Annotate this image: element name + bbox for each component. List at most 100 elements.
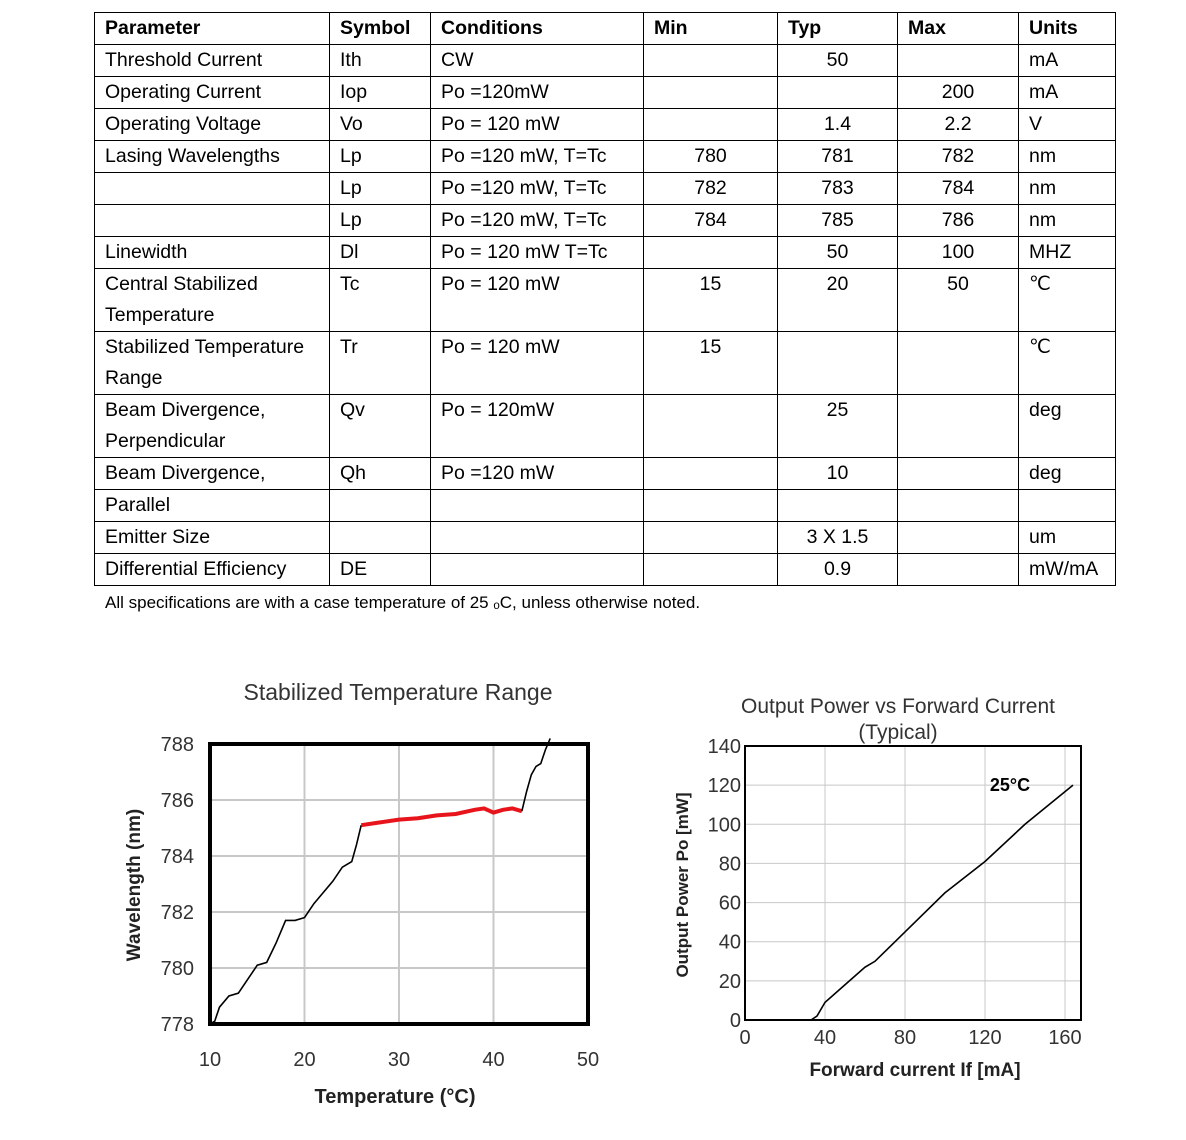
table-cell: Beam Divergence, Perpendicular bbox=[94, 394, 330, 458]
y-axis-label: Output Power Po [mW] bbox=[673, 792, 692, 977]
y-tick-label: 780 bbox=[161, 958, 194, 980]
table-row: Differential Efficiency DE 0.9 mW/mA bbox=[94, 553, 1116, 586]
table-cell: deg bbox=[1018, 394, 1116, 458]
x-tick-label: 30 bbox=[388, 1049, 410, 1071]
spec-table: Parameter Symbol Conditions Min Typ Max Units … bbox=[94, 12, 1116, 586]
x-tick-label: 160 bbox=[1048, 1027, 1081, 1049]
table-cell: um bbox=[1018, 521, 1116, 554]
y-tick-label: 120 bbox=[708, 775, 741, 797]
x-tick-label: 120 bbox=[968, 1027, 1001, 1049]
chart-subtitle: (Typical) bbox=[858, 721, 937, 744]
table-cell: Po =120 mW, T=Tc bbox=[430, 172, 644, 205]
table-cell: Tc bbox=[329, 268, 431, 332]
table-cell: nm bbox=[1018, 172, 1116, 205]
plot-frame bbox=[744, 745, 1082, 1021]
table-cell bbox=[643, 44, 778, 77]
table-cell: Operating Current bbox=[94, 76, 330, 109]
plot-frame bbox=[208, 742, 590, 1026]
table-cell: ℃ bbox=[1018, 331, 1116, 395]
table-cell: 3 X 1.5 bbox=[777, 521, 898, 554]
table-row: Lp Po =120 mW, T=Tc 782 783 784 nm bbox=[94, 172, 1116, 205]
table-cell: nm bbox=[1018, 204, 1116, 237]
y-tick-label: 786 bbox=[161, 790, 194, 812]
table-cell: 50 bbox=[777, 44, 898, 77]
table-cell bbox=[430, 489, 644, 522]
y-axis-label: Wavelength (nm) bbox=[124, 809, 145, 961]
table-row: Lasing Wavelengths Lp Po =120 mW, T=Tc 780 7… bbox=[94, 140, 1116, 173]
table-cell: Operating Voltage bbox=[94, 108, 330, 141]
table-cell: Ith bbox=[329, 44, 431, 77]
table-cell: Tr bbox=[329, 331, 431, 395]
series-line bbox=[521, 738, 551, 812]
table-cell: 784 bbox=[897, 172, 1019, 205]
table-cell bbox=[897, 553, 1019, 586]
x-tick-label: 20 bbox=[293, 1049, 315, 1071]
column-header: Min bbox=[643, 12, 778, 45]
y-tick-label: 0 bbox=[730, 1010, 741, 1032]
y-tick-label: 20 bbox=[719, 971, 741, 993]
table-row: Emitter Size 3 X 1.5 um bbox=[94, 521, 1116, 554]
table-cell: CW bbox=[430, 44, 644, 77]
table-cell: Po = 120mW bbox=[430, 394, 644, 458]
table-cell: Central Stabilized Temperature bbox=[94, 268, 330, 332]
chart-title: Stabilized Temperature Range bbox=[244, 679, 553, 705]
table-row: Stabilized Temperature Range Tr Po = 120 m… bbox=[94, 331, 1116, 395]
table-cell: Differential Efficiency bbox=[94, 553, 330, 586]
table-cell bbox=[329, 521, 431, 554]
y-tick-label: 40 bbox=[719, 932, 741, 954]
table-cell: Lp bbox=[329, 172, 431, 205]
table-cell: DE bbox=[329, 553, 431, 586]
table-cell bbox=[777, 76, 898, 109]
table-cell: mA bbox=[1018, 76, 1116, 109]
table-cell: 784 bbox=[643, 204, 778, 237]
x-axis-label: Forward current If [mA] bbox=[809, 1060, 1020, 1081]
table-cell: Threshold Current bbox=[94, 44, 330, 77]
table-cell: mW/mA bbox=[1018, 553, 1116, 586]
x-tick-label: 40 bbox=[482, 1049, 504, 1071]
table-cell: Qh bbox=[329, 457, 431, 490]
table-cell: Po = 120 mW bbox=[430, 268, 644, 332]
table-cell: Emitter Size bbox=[94, 521, 330, 554]
y-tick-label: 782 bbox=[161, 902, 194, 924]
x-tick-label: 10 bbox=[199, 1049, 221, 1071]
table-cell bbox=[643, 489, 778, 522]
table-cell: 782 bbox=[643, 172, 778, 205]
x-tick-label: 50 bbox=[577, 1049, 599, 1071]
y-tick-label: 60 bbox=[719, 893, 741, 915]
x-tick-label: 40 bbox=[814, 1027, 836, 1049]
curve-annotation: 25°C bbox=[990, 775, 1030, 795]
table-cell bbox=[329, 489, 431, 522]
column-header: Parameter bbox=[94, 12, 330, 45]
table-row: Threshold Current Ith CW 50 mA bbox=[94, 44, 1116, 77]
column-header: Units bbox=[1018, 12, 1116, 45]
series-line bbox=[745, 784, 1074, 1021]
series-line bbox=[360, 806, 523, 828]
table-cell: deg bbox=[1018, 457, 1116, 490]
table-cell bbox=[897, 457, 1019, 490]
table-cell bbox=[897, 331, 1019, 395]
table-row: Linewidth Dl Po = 120 mW T=Tc 50 100 MHZ bbox=[94, 236, 1116, 269]
y-tick-label: 778 bbox=[161, 1014, 194, 1036]
footnote: All specifications are with a case tempe… bbox=[105, 593, 701, 612]
table-cell bbox=[897, 489, 1019, 522]
y-tick-label: 788 bbox=[161, 734, 194, 756]
y-tick-label: 80 bbox=[719, 853, 741, 875]
x-tick-label: 0 bbox=[739, 1027, 750, 1049]
table-row: Beam Divergence, Perpendicular Qv Po = 120… bbox=[94, 394, 1116, 458]
series-line bbox=[209, 825, 362, 1025]
table-cell: mA bbox=[1018, 44, 1116, 77]
table-cell: nm bbox=[1018, 140, 1116, 173]
table-cell: 780 bbox=[643, 140, 778, 173]
y-tick-label: 140 bbox=[708, 736, 741, 758]
table-cell: Po = 120 mW T=Tc bbox=[430, 236, 644, 269]
x-axis-label: Temperature (°C) bbox=[315, 1086, 476, 1108]
table-row: Parallel bbox=[94, 489, 1116, 522]
table-cell: Po =120 mW bbox=[430, 457, 644, 490]
table-cell: 20 bbox=[777, 268, 898, 332]
table-cell: 10 bbox=[777, 457, 898, 490]
table-row: Operating Current Iop Po =120mW 200 mA bbox=[94, 76, 1116, 109]
x-tick-label: 80 bbox=[894, 1027, 916, 1049]
table-cell: Parallel bbox=[94, 489, 330, 522]
table-cell bbox=[94, 204, 330, 237]
